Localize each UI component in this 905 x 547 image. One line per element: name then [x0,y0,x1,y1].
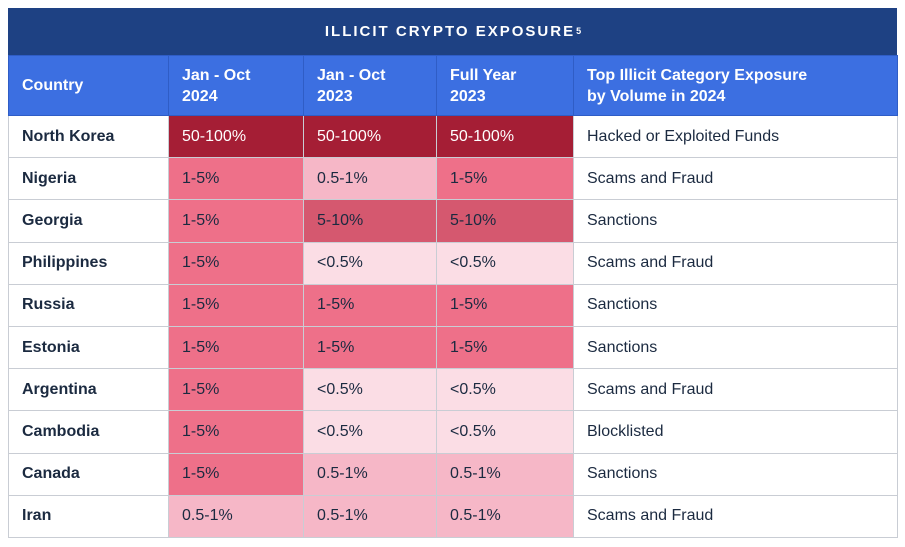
exposure-value-cell: 0.5-1% [168,494,304,538]
exposure-value-cell: 1-5% [168,283,304,327]
table-body: North Korea 50-100% 50-100% 50-100% Hacked o… [8,114,898,538]
exposure-value-cell: 0.5-1% [303,452,437,496]
exposure-value-cell: 50-100% [436,114,574,159]
table-row: Argentina 1-5% <0.5% <0.5% Scams and Fraud [8,368,898,412]
table-row: Cambodia 1-5% <0.5% <0.5% Blocklisted [8,410,898,454]
exposure-value-cell: <0.5% [303,368,437,412]
top-illicit-category-cell: Scams and Fraud [573,494,898,538]
table-row: North Korea 50-100% 50-100% 50-100% Hacked o… [8,114,898,159]
top-illicit-category-cell: Hacked or Exploited Funds [573,114,898,159]
exposure-value-cell: 5-10% [303,199,437,243]
country-cell: Estonia [8,325,169,370]
table-row: Iran 0.5-1% 0.5-1% 0.5-1% Scams and Fraud [8,494,898,538]
country-cell: Georgia [8,199,169,243]
table-title-bar: ILLICIT CRYPTO EXPOSURE 5 [8,8,897,55]
table-row: Georgia 1-5% 5-10% 5-10% Sanctions [8,199,898,243]
table-row: Philippines 1-5% <0.5% <0.5% Scams and Fraud [8,241,898,285]
column-header-text: Jan - Oct [317,66,386,84]
column-header-text: Country [22,77,84,94]
top-illicit-category-cell: Sanctions [573,452,898,496]
table-row: Nigeria 1-5% 0.5-1% 1-5% Scams and Fraud [8,157,898,201]
column-header: Jan - Oct 2023 [303,55,437,116]
column-header: Jan - Oct 2024 [168,55,304,116]
exposure-value-cell: 0.5-1% [436,452,574,496]
top-illicit-category-cell: Sanctions [573,199,898,243]
exposure-value-cell: 1-5% [168,452,304,496]
top-illicit-category-cell: Sanctions [573,283,898,327]
exposure-table: Country Jan - Oct 2024 Jan - Oct 2023 Full Ye… [8,55,898,538]
table-title: ILLICIT CRYPTO EXPOSURE [324,23,576,40]
exposure-value-cell: 0.5-1% [436,494,574,538]
exposure-value-cell: 1-5% [168,157,304,201]
exposure-value-cell: <0.5% [303,241,437,285]
column-header: Full Year 2023 [436,55,574,116]
exposure-value-cell: 50-100% [168,114,304,159]
country-cell: Canada [8,452,169,496]
column-header-text: 2023 [450,87,486,105]
column-header-text: Full Year [450,66,517,84]
column-header-text: 2024 [182,87,218,105]
exposure-value-cell: <0.5% [436,241,574,285]
exposure-value-cell: 1-5% [168,241,304,285]
country-cell: Iran [8,494,169,538]
exposure-value-cell: 1-5% [303,325,437,370]
table-header: Country Jan - Oct 2024 Jan - Oct 2023 Full Ye… [8,55,898,116]
exposure-value-cell: 1-5% [436,325,574,370]
country-cell: Philippines [8,241,169,285]
exposure-value-cell: 0.5-1% [303,494,437,538]
top-illicit-category-cell: Scams and Fraud [573,157,898,201]
column-header-text: Jan - Oct [182,66,251,84]
top-illicit-category-cell: Scams and Fraud [573,241,898,285]
top-illicit-category-cell: Scams and Fraud [573,368,898,412]
exposure-value-cell: 50-100% [303,114,437,159]
header-row: Country Jan - Oct 2024 Jan - Oct 2023 Full Ye… [8,55,898,116]
exposure-value-cell: <0.5% [303,410,437,454]
column-header-text: 2023 [317,87,353,105]
exposure-value-cell: 1-5% [303,283,437,327]
country-cell: Nigeria [8,157,169,201]
country-cell: Russia [8,283,169,327]
column-header-text: by Volume in 2024 [587,87,726,105]
exposure-value-cell: 1-5% [168,368,304,412]
column-header-text: Top Illicit Category Exposure [587,66,808,84]
country-cell: North Korea [8,114,169,159]
table-row: Russia 1-5% 1-5% 1-5% Sanctions [8,283,898,327]
exposure-value-cell: 5-10% [436,199,574,243]
exposure-value-cell: <0.5% [436,410,574,454]
exposure-value-cell: 0.5-1% [303,157,437,201]
exposure-value-cell: 1-5% [168,199,304,243]
top-illicit-category-cell: Blocklisted [573,410,898,454]
country-cell: Cambodia [8,410,169,454]
exposure-value-cell: 1-5% [436,157,574,201]
table-row: Canada 1-5% 0.5-1% 0.5-1% Sanctions [8,452,898,496]
top-illicit-category-cell: Sanctions [573,325,898,370]
exposure-value-cell: 1-5% [436,283,574,327]
table-row: Estonia 1-5% 1-5% 1-5% Sanctions [8,325,898,370]
exposure-value-cell: 1-5% [168,410,304,454]
column-header: Top Illicit Category Exposure by Volume i… [573,55,898,116]
exposure-value-cell: 1-5% [168,325,304,370]
illicit-crypto-exposure-table: ILLICIT CRYPTO EXPOSURE 5 Country Jan - Oc… [8,8,898,538]
exposure-value-cell: <0.5% [436,368,574,412]
column-header: Country [8,55,169,116]
country-cell: Argentina [8,368,169,412]
